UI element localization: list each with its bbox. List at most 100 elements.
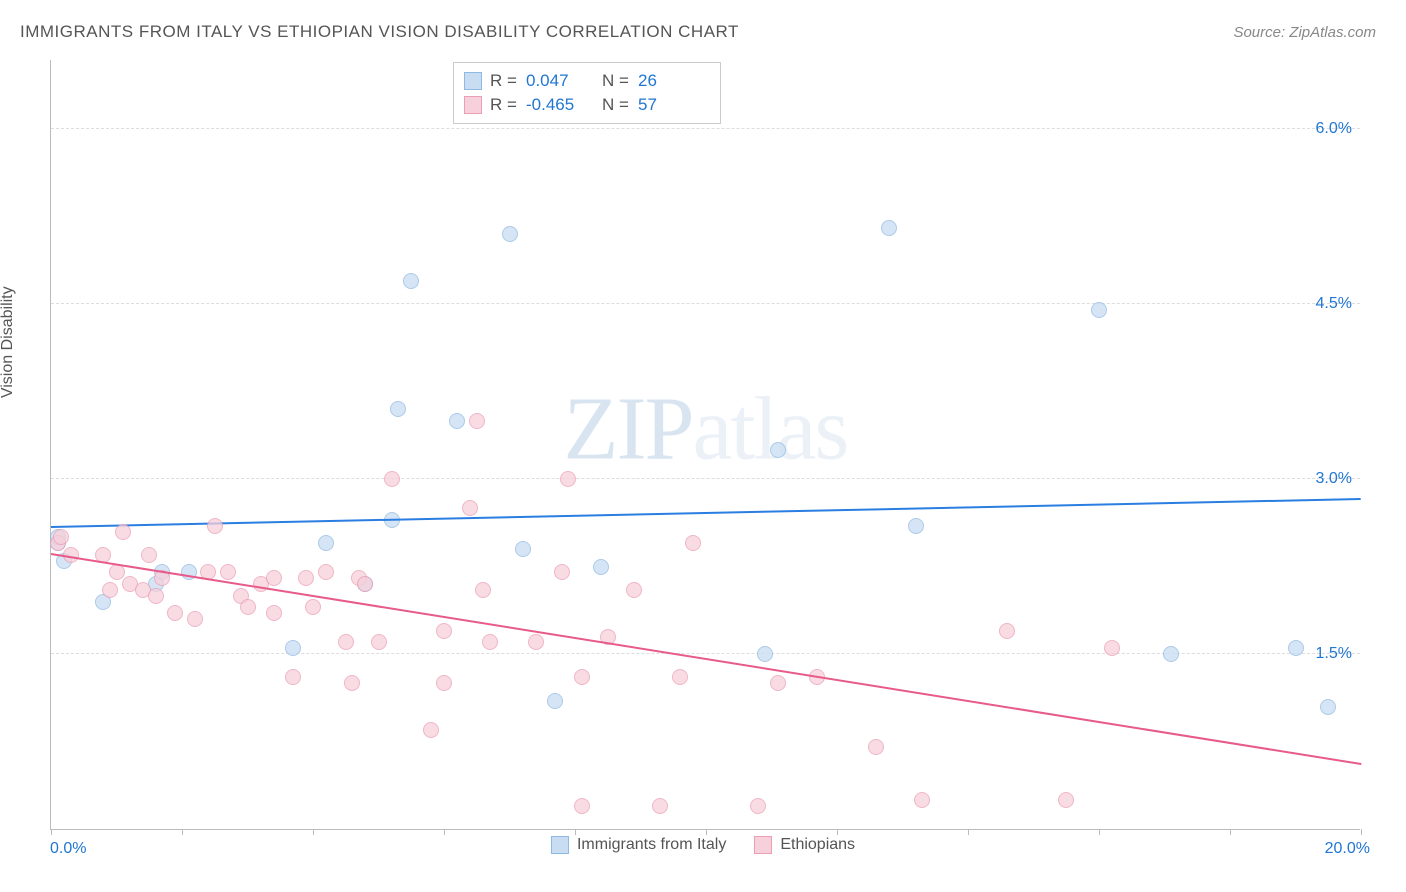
data-point — [266, 605, 282, 621]
x-tick — [706, 829, 707, 835]
x-tick — [1230, 829, 1231, 835]
data-point — [652, 798, 668, 814]
data-point — [371, 634, 387, 650]
data-point — [318, 535, 334, 551]
correlation-legend: R = 0.047 N = 26 R = -0.465 N = 57 — [453, 62, 721, 124]
data-point — [423, 722, 439, 738]
legend-r-value-1: -0.465 — [526, 93, 594, 117]
x-tick — [968, 829, 969, 835]
x-tick — [1099, 829, 1100, 835]
source-attribution: Source: ZipAtlas.com — [1233, 24, 1376, 41]
data-point — [560, 471, 576, 487]
data-point — [436, 623, 452, 639]
chart-title: IMMIGRANTS FROM ITALY VS ETHIOPIAN VISIO… — [20, 22, 739, 42]
data-point — [672, 669, 688, 685]
data-point — [1163, 646, 1179, 662]
data-point — [770, 675, 786, 691]
data-point — [285, 669, 301, 685]
legend-r-label-0: R = — [490, 69, 518, 93]
data-point — [469, 413, 485, 429]
legend-label-ethiopians: Ethiopians — [780, 836, 855, 854]
data-point — [298, 570, 314, 586]
data-point — [574, 798, 590, 814]
data-point — [770, 442, 786, 458]
legend-row-0: R = 0.047 N = 26 — [464, 69, 706, 93]
data-point — [167, 605, 183, 621]
legend-label-italy: Immigrants from Italy — [577, 836, 726, 854]
legend-item-italy: Immigrants from Italy — [551, 836, 726, 854]
series-legend: Immigrants from Italy Ethiopians — [551, 836, 855, 854]
data-point — [914, 792, 930, 808]
legend-n-label-1: N = — [602, 93, 630, 117]
data-point — [1320, 699, 1336, 715]
x-tick — [444, 829, 445, 835]
legend-r-label-1: R = — [490, 93, 518, 117]
y-tick-label: 6.0% — [1316, 120, 1352, 138]
legend-swatch-ethiopians-icon — [754, 836, 772, 854]
data-point — [757, 646, 773, 662]
data-point — [390, 401, 406, 417]
data-point — [449, 413, 465, 429]
data-point — [338, 634, 354, 650]
data-point — [318, 564, 334, 580]
data-point — [102, 582, 118, 598]
data-point — [881, 220, 897, 236]
x-tick — [575, 829, 576, 835]
x-axis-max-label: 20.0% — [1325, 840, 1370, 858]
data-point — [384, 471, 400, 487]
gridline-h — [51, 128, 1360, 129]
data-point — [554, 564, 570, 580]
legend-n-value-0: 26 — [638, 69, 706, 93]
data-point — [1104, 640, 1120, 656]
data-point — [685, 535, 701, 551]
data-point — [626, 582, 642, 598]
data-point — [141, 547, 157, 563]
data-point — [115, 524, 131, 540]
legend-swatch-ethiopians — [464, 96, 482, 114]
data-point — [285, 640, 301, 656]
legend-swatch-italy-icon — [551, 836, 569, 854]
x-axis-min-label: 0.0% — [50, 840, 86, 858]
x-tick — [837, 829, 838, 835]
data-point — [305, 599, 321, 615]
legend-n-value-1: 57 — [638, 93, 706, 117]
data-point — [908, 518, 924, 534]
data-point — [403, 273, 419, 289]
data-point — [547, 693, 563, 709]
data-point — [574, 669, 590, 685]
data-point — [868, 739, 884, 755]
data-point — [240, 599, 256, 615]
legend-r-value-0: 0.047 — [526, 69, 594, 93]
data-point — [53, 529, 69, 545]
data-point — [750, 798, 766, 814]
data-point — [266, 570, 282, 586]
data-point — [593, 559, 609, 575]
watermark: ZIPatlas — [564, 378, 848, 481]
data-point — [475, 582, 491, 598]
x-tick — [1361, 829, 1362, 835]
gridline-h — [51, 303, 1360, 304]
data-point — [148, 588, 164, 604]
data-point — [528, 634, 544, 650]
watermark-suffix: atlas — [693, 380, 848, 479]
gridline-h — [51, 478, 1360, 479]
data-point — [1288, 640, 1304, 656]
data-point — [502, 226, 518, 242]
data-point — [1058, 792, 1074, 808]
data-point — [344, 675, 360, 691]
data-point — [207, 518, 223, 534]
x-tick — [182, 829, 183, 835]
data-point — [436, 675, 452, 691]
data-point — [187, 611, 203, 627]
y-tick-label: 4.5% — [1316, 295, 1352, 313]
legend-n-label-0: N = — [602, 69, 630, 93]
plot-area: ZIPatlas 1.5%3.0%4.5%6.0% — [50, 60, 1360, 830]
data-point — [482, 634, 498, 650]
data-point — [357, 576, 373, 592]
data-point — [999, 623, 1015, 639]
legend-item-ethiopians: Ethiopians — [754, 836, 855, 854]
data-point — [220, 564, 236, 580]
data-point — [1091, 302, 1107, 318]
data-point — [515, 541, 531, 557]
y-axis-label: Vision Disability — [0, 286, 17, 398]
